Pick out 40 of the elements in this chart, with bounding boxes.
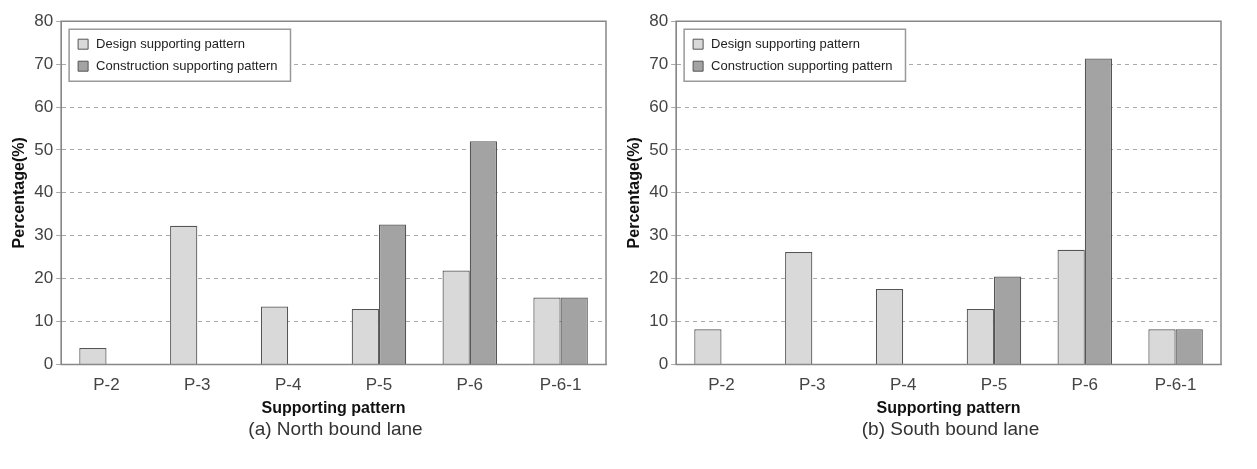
y-tick-label: 30 <box>34 225 54 245</box>
text: (b) South bound lane <box>860 418 1041 440</box>
legend-label: Construction supporting pattern <box>711 57 893 73</box>
x-axis-title: Supporting pattern <box>261 398 406 416</box>
x-tick-label: P-5 <box>980 375 1008 395</box>
y-tick-label: 0 <box>43 354 54 374</box>
y-axis-title: Percentage(%) <box>10 137 28 249</box>
x-tick-label: P-2 <box>93 375 120 395</box>
y-tick-label: 40 <box>649 182 669 202</box>
y-tick-label: 20 <box>649 268 669 288</box>
x-tick-label: P-3 <box>184 375 211 395</box>
y-tick-label: 0 <box>658 354 669 374</box>
text: (a) North bound lane <box>247 418 424 440</box>
y-tick-label: 20 <box>34 268 54 288</box>
x-tick-label: P-6-1 <box>539 375 582 395</box>
legend-label: Construction supporting pattern <box>96 57 278 73</box>
x-tick-label: P-5 <box>365 375 393 395</box>
x-tick-label: P-3 <box>799 375 826 395</box>
y-tick-label: 60 <box>649 96 669 116</box>
y-tick-label: 60 <box>34 96 54 116</box>
y-tick-label: 50 <box>649 139 669 159</box>
y-tick-label: 80 <box>34 10 54 30</box>
x-tick-label: P-4 <box>889 375 917 395</box>
x-tick-label: P-2 <box>708 375 735 395</box>
y-tick-label: 10 <box>649 311 669 331</box>
y-tick-label: 40 <box>34 182 54 202</box>
y-tick-label: 70 <box>649 53 669 73</box>
x-tick-label: P-6 <box>456 375 484 395</box>
x-tick-label: P-6 <box>1071 375 1099 395</box>
y-tick-label: 70 <box>34 53 54 73</box>
x-axis-title: Supporting pattern <box>876 398 1021 416</box>
y-tick-label: 80 <box>649 10 669 30</box>
y-axis-title: Percentage(%) <box>625 137 643 249</box>
x-tick-label: P-4 <box>274 375 302 395</box>
legend-label: Design supporting pattern <box>711 35 860 51</box>
legend-label: Design supporting pattern <box>96 35 245 51</box>
y-tick-label: 10 <box>34 311 54 331</box>
x-tick-label: P-6-1 <box>1154 375 1197 395</box>
y-tick-label: 30 <box>649 225 669 245</box>
y-tick-label: 50 <box>34 139 54 159</box>
